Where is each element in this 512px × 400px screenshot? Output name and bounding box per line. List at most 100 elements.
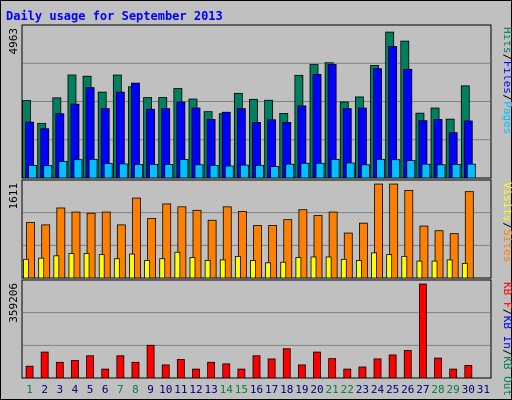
bar-sites — [41, 224, 51, 279]
legend-kbytes: KB F/KB In/KB Out — [501, 282, 512, 396]
bar-pages — [376, 158, 385, 179]
bar-pages — [391, 159, 401, 179]
x-tick-label: 13 — [204, 383, 217, 396]
bar-kbf — [146, 344, 155, 379]
bar-visits — [219, 259, 226, 279]
bar-files — [312, 74, 322, 179]
bar-pages — [285, 163, 295, 179]
legend-separator: / — [501, 222, 512, 229]
x-tick-label: 5 — [87, 383, 94, 396]
x-tick-label: 27 — [416, 383, 429, 396]
x-tick-label: 11 — [174, 383, 187, 396]
bar-kbf — [449, 368, 458, 379]
bars-sites-visits — [23, 183, 474, 279]
bar-kbf — [101, 368, 110, 379]
bar-kbf — [40, 351, 49, 379]
x-tick-label: 8 — [132, 383, 139, 396]
y-max-label: 359206 — [7, 283, 20, 323]
legend-item: Files — [501, 61, 512, 94]
bar-sites — [162, 203, 172, 279]
x-tick-label: 12 — [189, 383, 202, 396]
bar-sites — [71, 211, 81, 279]
bar-files — [131, 82, 140, 179]
bar-pages — [270, 166, 280, 179]
legend-separator: / — [501, 309, 512, 316]
bar-pages — [58, 161, 68, 179]
bar-visits — [204, 260, 211, 279]
x-axis-days: 1 2 3 4 5 6 7 8 9 10 11 12 13 14 15 16 17 18 19 20 21 22 23 24 2… — [26, 383, 490, 396]
bar-sites — [283, 219, 293, 279]
legend-separator: / — [501, 54, 512, 61]
bar-pages — [43, 165, 53, 179]
bar-visits — [83, 253, 90, 279]
bar-pages — [361, 164, 370, 179]
x-tick-label: 16 — [250, 383, 263, 396]
panel-sites-visits: 1611 Visits/Sites — [7, 179, 512, 279]
legend-separator: / — [501, 349, 512, 356]
bar-kbf — [419, 283, 427, 379]
bar-visits — [431, 260, 438, 279]
bar-pages — [149, 164, 158, 179]
bar-sites — [86, 212, 96, 279]
bar-kbf — [176, 359, 185, 379]
bar-sites — [298, 209, 308, 279]
bar-kbf — [464, 365, 473, 379]
bar-visits — [356, 260, 362, 279]
bars-kbytes — [25, 283, 473, 379]
y-max-label: 4963 — [7, 28, 20, 55]
x-tick-label: 30 — [462, 383, 475, 396]
bar-kbf — [207, 361, 216, 379]
bar-kbf — [25, 365, 34, 379]
bar-pages — [194, 164, 204, 179]
x-tick-label: 22 — [341, 383, 354, 396]
x-tick-label: 28 — [431, 383, 444, 396]
bar-pages — [73, 159, 83, 179]
x-tick-label: 23 — [356, 383, 369, 396]
bar-sites — [313, 215, 323, 279]
bar-sites — [26, 222, 35, 279]
bar-visits — [159, 258, 166, 279]
bar-kbf — [222, 363, 231, 379]
bar-visits — [23, 258, 29, 279]
bar-visits — [113, 258, 120, 279]
legend-separator: / — [501, 94, 512, 101]
bar-sites — [192, 209, 202, 279]
bar-visits — [280, 261, 287, 279]
x-tick-label: 10 — [159, 383, 172, 396]
bar-kbf — [161, 364, 170, 379]
bar-kbf — [373, 358, 382, 379]
bar-sites — [116, 224, 126, 279]
bar-pages — [330, 158, 340, 179]
bar-kbf — [252, 355, 261, 379]
bar-kbf — [297, 364, 306, 379]
bar-kbf — [267, 358, 276, 379]
bar-visits — [340, 258, 347, 279]
bar-visits — [446, 259, 453, 279]
bar-visits — [68, 253, 75, 279]
bar-kbf — [282, 348, 291, 379]
bar-sites — [56, 207, 66, 279]
bar-kbf — [313, 351, 321, 379]
bar-visits — [98, 254, 105, 279]
x-tick-label: 20 — [310, 383, 323, 396]
x-tick-label: 4 — [72, 383, 79, 396]
bar-sites — [419, 225, 429, 279]
bar-pages — [300, 162, 310, 179]
x-tick-label: 15 — [235, 383, 248, 396]
bar-visits — [325, 256, 332, 279]
bar-kbf — [192, 368, 200, 379]
bar-kbf — [388, 354, 397, 379]
bar-visits — [371, 252, 377, 279]
x-tick-label: 25 — [386, 383, 399, 396]
bar-visits — [38, 257, 45, 279]
legend-item: KB In — [501, 316, 512, 349]
legend-item: Hits — [501, 27, 512, 54]
bar-visits — [386, 254, 393, 279]
bar-visits — [129, 253, 135, 279]
bar-kbf — [434, 357, 442, 379]
x-tick-label: 17 — [265, 383, 278, 396]
bar-files — [388, 46, 398, 179]
x-tick-label: 21 — [326, 383, 339, 396]
x-tick-label: 6 — [102, 383, 109, 396]
